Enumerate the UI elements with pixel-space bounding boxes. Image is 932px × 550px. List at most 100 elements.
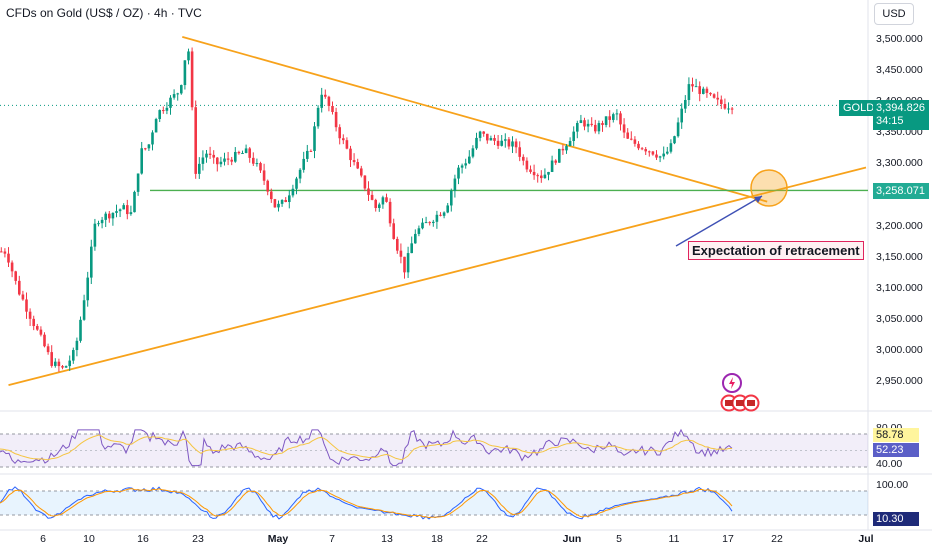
annotation-label[interactable]: Expectation of retracement	[688, 241, 864, 260]
candle-body	[716, 97, 719, 100]
candle-body	[176, 93, 179, 95]
candle-body	[424, 222, 428, 224]
candle-body	[622, 124, 626, 133]
candle-body	[694, 86, 698, 88]
candle-body	[590, 123, 593, 125]
candle-body	[212, 154, 215, 158]
candle-body	[93, 223, 97, 247]
currency-button[interactable]: USD	[874, 3, 914, 25]
time-axis-label: 13	[381, 533, 393, 545]
candle-body	[266, 180, 269, 192]
candle-body	[471, 148, 475, 157]
candle-body	[723, 104, 727, 109]
candle-body	[133, 191, 136, 213]
candle-body	[298, 169, 302, 179]
annotation-arrow	[675, 195, 763, 247]
candle-body	[414, 233, 417, 244]
candle-body	[464, 163, 467, 166]
candle-body	[129, 212, 133, 215]
candle-body	[255, 163, 259, 165]
candle-body	[450, 190, 453, 206]
price-axis-label: 3,200.000	[876, 219, 923, 232]
candle-body	[64, 366, 68, 368]
candle-body	[3, 251, 7, 254]
candle-body	[504, 139, 507, 141]
candle-body	[698, 86, 701, 94]
candle-body	[248, 148, 251, 158]
candle-body	[270, 191, 273, 200]
rsi-pane	[0, 428, 868, 468]
time-axis-label: Jul	[858, 533, 874, 545]
candle-body	[295, 178, 298, 189]
time-axis-label: 23	[192, 533, 204, 545]
candle-body	[468, 156, 471, 164]
candle-body	[421, 222, 424, 229]
candle-body	[86, 277, 89, 301]
candle-body	[334, 111, 338, 128]
candle-body	[331, 105, 334, 112]
candle-body	[619, 113, 622, 125]
stoch-k-line	[0, 486, 733, 520]
trend-line	[8, 166, 867, 386]
candle-body	[338, 127, 341, 139]
time-axis-label: Jun	[562, 533, 582, 545]
candle-body	[536, 175, 539, 177]
candle-body	[219, 161, 223, 165]
candle-body	[208, 153, 212, 155]
stoch-axis-label: 100.00	[876, 479, 909, 491]
candle-body	[10, 262, 14, 272]
candle-body	[576, 122, 579, 132]
candle-body	[190, 51, 194, 108]
candle-body	[529, 169, 532, 172]
candle-body	[165, 107, 169, 111]
time-axis-label: 18	[431, 533, 443, 545]
candle-body	[280, 199, 284, 204]
stoch-d-line	[0, 488, 733, 519]
candle-body	[640, 148, 644, 150]
time-axis-label: 10	[83, 533, 95, 545]
candle-body	[378, 204, 381, 208]
candle-body	[410, 243, 413, 254]
countdown: 34:15	[876, 115, 904, 127]
stoch-band	[0, 491, 868, 515]
candle-body	[709, 92, 712, 95]
candle-body	[392, 223, 395, 239]
candle-body	[630, 138, 633, 140]
price-axis-label: 3,500.000	[876, 33, 923, 45]
candle-body	[583, 120, 586, 127]
candle-body	[558, 148, 561, 163]
candle-body	[446, 205, 449, 213]
candle-body	[435, 214, 439, 222]
time-axis-label: 22	[476, 533, 488, 545]
candle-body	[370, 194, 374, 200]
time-axis-label: 5	[616, 533, 622, 545]
events-flags-icon[interactable]	[720, 394, 760, 412]
price-axis-label: 2,950.000	[876, 375, 923, 387]
candle-body	[651, 151, 655, 155]
candle-body	[230, 159, 233, 162]
candle-body	[21, 294, 25, 300]
candle-body	[313, 126, 316, 151]
candle-body	[586, 123, 590, 127]
candle-body	[403, 256, 406, 273]
candle-body	[702, 88, 705, 94]
candle-body	[601, 123, 604, 125]
candle-body	[543, 174, 547, 179]
candle-body	[356, 162, 359, 169]
candle-body	[140, 148, 143, 174]
candle-body	[97, 223, 100, 225]
lightning-icon[interactable]	[722, 373, 742, 393]
annotations	[675, 169, 788, 247]
candle-body	[57, 361, 61, 367]
time-axis-label: 17	[722, 533, 734, 545]
candle-body	[50, 352, 53, 366]
candle-body	[108, 213, 111, 219]
candle-body	[428, 222, 431, 224]
candle-body	[309, 150, 313, 152]
candle-body	[28, 311, 32, 319]
candle-body	[82, 300, 86, 320]
candle-body	[187, 51, 190, 61]
candle-body	[572, 131, 575, 141]
candle-body	[579, 120, 583, 123]
